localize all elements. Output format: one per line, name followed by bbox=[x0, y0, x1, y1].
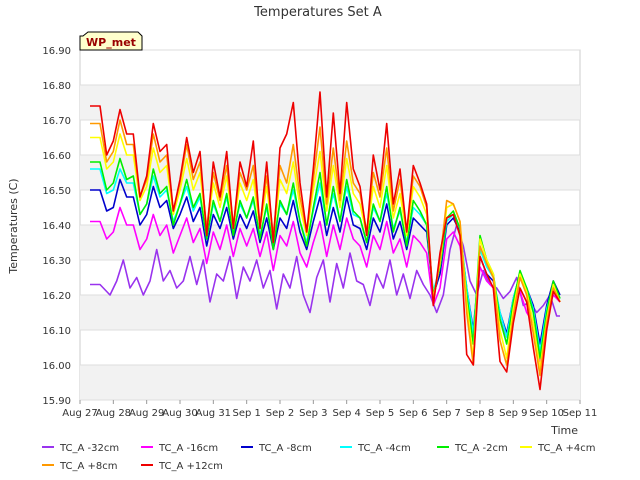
y-tick-label: 16.70 bbox=[42, 116, 71, 127]
y-tick-label: 15.90 bbox=[42, 396, 71, 407]
y-tick-label: 16.50 bbox=[42, 186, 71, 197]
x-tick-label: Sep 2 bbox=[266, 408, 294, 419]
x-tick-label: Sep 4 bbox=[332, 408, 360, 419]
x-tick-label: Sep 1 bbox=[232, 408, 260, 419]
series-line-2 bbox=[90, 206, 561, 363]
y-tick-label: 16.20 bbox=[42, 291, 71, 302]
legend-item: TC_A +8cm bbox=[42, 461, 118, 472]
y-axis-ticks: 15.90 16.00 16.10 16.20 16.30 16.40 16.50 16.60… bbox=[42, 46, 71, 407]
series-lines bbox=[90, 91, 561, 391]
legend-item: TC_A -32cm bbox=[42, 443, 119, 454]
legend-item: TC_A +4cm bbox=[520, 443, 596, 454]
y-tick-label: 16.30 bbox=[42, 256, 71, 267]
y-tick-label: 16.00 bbox=[42, 361, 71, 372]
legend-label: TC_A -32cm bbox=[59, 443, 119, 454]
chart-title: Temperatures Set A bbox=[253, 5, 382, 20]
x-tick-label: Aug 30 bbox=[162, 408, 197, 419]
x-axis-label: Time bbox=[550, 424, 578, 437]
x-tick-label: Sep 10 bbox=[529, 408, 564, 419]
y-tick-label: 16.10 bbox=[42, 326, 71, 337]
site-badge: WP_met bbox=[79, 31, 143, 51]
y-tick-label: 16.80 bbox=[42, 81, 71, 92]
x-tick-label: Sep 6 bbox=[399, 408, 427, 419]
x-tick-label: Aug 29 bbox=[129, 408, 164, 419]
x-tick-label: Sep 8 bbox=[466, 408, 494, 419]
y-axis-label: Temperatures (C) bbox=[7, 178, 20, 274]
legend-label: TC_A +12cm bbox=[158, 461, 223, 472]
x-tick-label: Sep 3 bbox=[299, 408, 327, 419]
legend-label: TC_A +8cm bbox=[59, 461, 118, 472]
x-tick-label: Aug 28 bbox=[96, 408, 131, 419]
series-line-8 bbox=[90, 91, 561, 391]
x-tick-label: Sep 7 bbox=[432, 408, 460, 419]
legend-item: TC_A -8cm bbox=[241, 443, 312, 454]
x-tick-label: Aug 31 bbox=[196, 408, 231, 419]
x-tick-label: Sep 11 bbox=[563, 408, 598, 419]
legend-item: TC_A -2cm bbox=[437, 443, 508, 454]
series-line-1 bbox=[90, 224, 560, 317]
legend-label: TC_A +4cm bbox=[537, 443, 596, 454]
legend-item: TC_A -4cm bbox=[340, 443, 411, 454]
site-badge-label: WP_met bbox=[86, 36, 136, 49]
legend: TC_A -32cm TC_A -16cm TC_A -8cm TC_A -4cm TC… bbox=[42, 443, 596, 472]
legend-label: TC_A -2cm bbox=[454, 443, 508, 454]
x-tick-label: Aug 27 bbox=[62, 408, 97, 419]
grid-band bbox=[80, 85, 580, 120]
legend-label: TC_A -8cm bbox=[258, 443, 312, 454]
legend-item: TC_A -16cm bbox=[141, 443, 218, 454]
legend-item: TC_A +12cm bbox=[141, 461, 223, 472]
y-tick-label: 16.40 bbox=[42, 221, 71, 232]
grid-band bbox=[80, 365, 580, 400]
x-tick-label: Sep 5 bbox=[366, 408, 394, 419]
legend-label: TC_A -4cm bbox=[357, 443, 411, 454]
legend-label: TC_A -16cm bbox=[158, 443, 218, 454]
x-tick-label: Sep 9 bbox=[499, 408, 527, 419]
y-tick-label: 16.90 bbox=[42, 46, 71, 57]
y-tick-label: 16.60 bbox=[42, 151, 71, 162]
